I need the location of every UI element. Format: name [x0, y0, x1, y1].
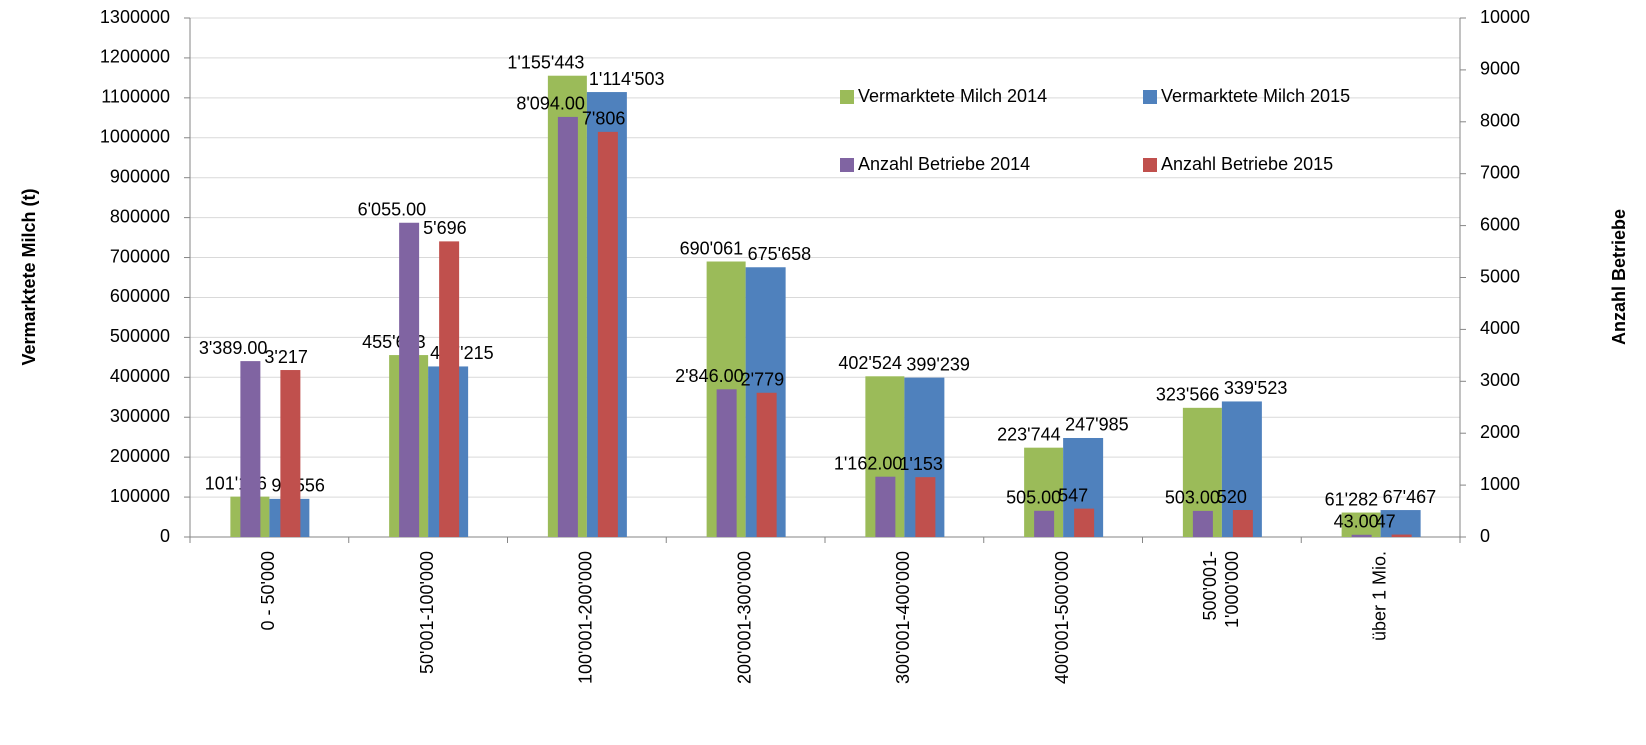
data-label: 520: [1217, 487, 1247, 507]
y-axis-title: Vermarktete Milch (t): [19, 188, 39, 365]
data-label: 47: [1376, 511, 1396, 531]
data-label: 43.00: [1334, 512, 1379, 532]
bar: [557, 116, 578, 538]
y2-tick-label: 10000: [1480, 7, 1530, 27]
bar: [280, 370, 301, 537]
y2-tick-label: 9000: [1480, 59, 1520, 79]
bar: [716, 389, 737, 537]
y-tick-label: 300000: [110, 406, 170, 426]
bar: [756, 392, 777, 537]
data-label: 247'985: [1065, 415, 1129, 435]
data-label: 505.00: [1006, 488, 1061, 508]
data-label: 399'239: [906, 354, 970, 374]
data-label: 223'744: [997, 424, 1061, 444]
data-label: 402'524: [838, 353, 902, 373]
y-tick-label: 0: [160, 526, 170, 546]
bar: [1391, 534, 1412, 537]
x-tick-label: 100'001-200'000: [576, 551, 596, 684]
legend-swatch: [1143, 158, 1157, 172]
x-tick-label: 200'001-300'000: [734, 551, 754, 684]
data-label: 1'114'503: [589, 69, 665, 89]
data-label: 61'282: [1325, 489, 1379, 509]
x-tick-label: 0 - 50'000: [258, 551, 278, 631]
y2-axis-title: Anzahl Betriebe: [1609, 209, 1629, 345]
data-label: 339'523: [1224, 378, 1288, 398]
legend-label: Vermarktete Milch 2015: [1161, 86, 1350, 106]
bar: [1192, 510, 1213, 537]
bar: [1232, 510, 1253, 537]
y-tick-label: 1100000: [101, 87, 170, 107]
data-label: 67'467: [1383, 487, 1437, 507]
bar: [1351, 534, 1372, 537]
y2-tick-label: 4000: [1480, 318, 1520, 338]
bar: [399, 222, 420, 538]
y2-tick-label: 8000: [1480, 111, 1520, 131]
legend-label: Vermarktete Milch 2014: [858, 86, 1047, 106]
x-tick-label: über 1 Mio.: [1369, 551, 1389, 641]
legend-swatch: [840, 158, 854, 172]
data-label: 323'566: [1156, 385, 1220, 405]
legend-label: Anzahl Betriebe 2014: [858, 154, 1030, 174]
bar: [875, 476, 896, 537]
legend-label: Anzahl Betriebe 2015: [1161, 154, 1333, 174]
data-label: 6'055.00: [358, 199, 427, 219]
data-label: 1'153: [899, 454, 942, 474]
data-label: 8'094.00: [516, 94, 585, 114]
y-tick-label: 500000: [110, 326, 170, 346]
y2-tick-label: 7000: [1480, 162, 1520, 182]
y-tick-label: 700000: [110, 246, 170, 266]
bar: [439, 241, 460, 537]
y-tick-label: 1200000: [100, 47, 170, 67]
bar: [915, 477, 936, 537]
y-tick-label: 900000: [110, 166, 170, 186]
data-label: 503.00: [1165, 488, 1220, 508]
bar: [1074, 508, 1095, 537]
data-label: 3'217: [264, 347, 307, 367]
legend-swatch: [840, 90, 854, 104]
bar: [1341, 512, 1381, 537]
y2-tick-label: 3000: [1480, 370, 1520, 390]
y-tick-label: 600000: [110, 286, 170, 306]
data-label: 2'779: [741, 370, 784, 390]
legend-swatch: [1143, 90, 1157, 104]
x-tick-label: 400'001-500'000: [1052, 551, 1072, 684]
y2-tick-label: 2000: [1480, 422, 1520, 442]
y2-tick-label: 1000: [1480, 474, 1520, 494]
bar: [597, 131, 618, 538]
y-tick-label: 400000: [110, 366, 170, 386]
data-label: 2'846.00: [675, 366, 744, 386]
y-tick-label: 1300000: [100, 7, 170, 27]
y-tick-label: 100000: [110, 486, 170, 506]
bar: [1380, 510, 1421, 537]
bar: [240, 361, 261, 537]
y2-tick-label: 0: [1480, 526, 1490, 546]
data-label: 1'162.00: [834, 453, 903, 473]
y2-tick-label: 5000: [1480, 266, 1520, 286]
data-label: 675'658: [748, 244, 812, 264]
y-tick-label: 200000: [110, 446, 170, 466]
y2-tick-label: 6000: [1480, 214, 1520, 234]
x-tick-label: 500'001- 1'000'000: [1200, 551, 1242, 628]
data-label: 547: [1058, 485, 1088, 505]
data-label: 3'389.00: [199, 338, 268, 358]
y-tick-label: 1000000: [100, 127, 170, 147]
data-label: 690'061: [680, 238, 744, 258]
x-tick-label: 300'001-400'000: [893, 551, 913, 684]
data-label: 5'696: [423, 218, 466, 238]
data-label: 1'155'443: [507, 52, 584, 72]
y-tick-label: 800000: [110, 206, 170, 226]
bar: [1034, 510, 1055, 537]
data-label: 7'806: [582, 109, 625, 129]
x-tick-label: 50'001-100'000: [417, 551, 437, 674]
